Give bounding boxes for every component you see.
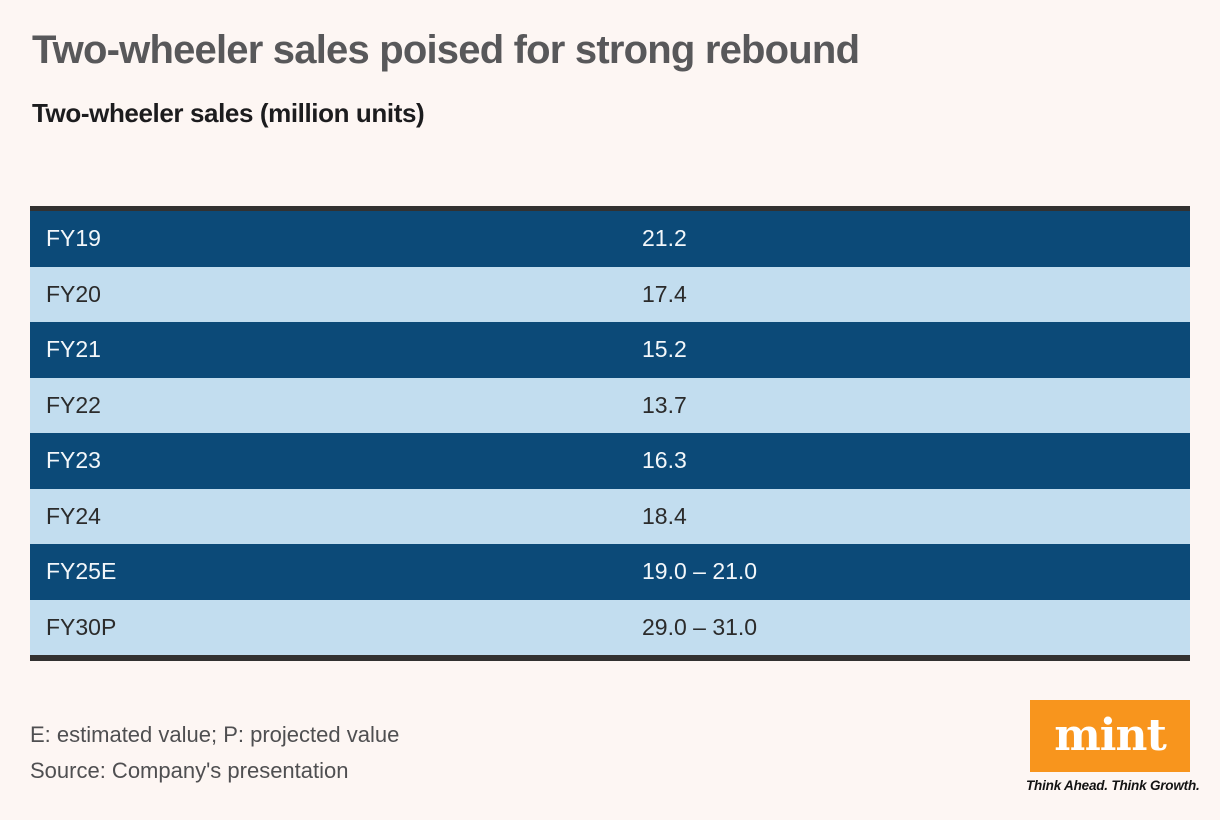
table-row: FY24 18.4 xyxy=(30,488,1190,544)
table-row: FY25E 19.0 – 21.0 xyxy=(30,544,1190,600)
row-value: 18.4 xyxy=(642,502,687,529)
chart-title: Two-wheeler sales poised for strong rebo… xyxy=(32,28,860,72)
table-rows: FY19 21.2 FY20 17.4 FY21 15.2 FY22 13.7 FY23 16.3… xyxy=(30,211,1190,655)
table-bottom-border xyxy=(30,655,1190,661)
row-category: FY19 xyxy=(46,225,101,252)
chart-subtitle: Two-wheeler sales (million units) xyxy=(32,98,425,128)
legend-footnote: E: estimated value; P: projected value xyxy=(30,722,400,747)
row-category: FY30P xyxy=(46,613,117,640)
table-top-border xyxy=(30,206,1190,211)
row-category: FY24 xyxy=(46,502,101,529)
row-value: 17.4 xyxy=(642,280,687,307)
table-row: FY22 13.7 xyxy=(30,377,1190,433)
row-category: FY20 xyxy=(46,280,101,307)
brand-tagline: Think Ahead. Think Growth. xyxy=(1026,778,1200,793)
source-footnote: Source: Company's presentation xyxy=(30,758,349,783)
table-row: FY19 21.2 xyxy=(30,211,1190,267)
table-row: FY30P 29.0 – 31.0 xyxy=(30,599,1190,655)
table-row: FY20 17.4 xyxy=(30,266,1190,322)
table-row: FY21 15.2 xyxy=(30,322,1190,378)
row-value: 15.2 xyxy=(642,336,687,363)
mint-logo: mint xyxy=(1030,700,1190,772)
mint-logo-text: mint xyxy=(1054,710,1167,761)
row-category: FY23 xyxy=(46,447,101,474)
row-value: 19.0 – 21.0 xyxy=(642,558,758,585)
row-value: 21.2 xyxy=(642,225,687,252)
row-category: FY21 xyxy=(46,336,101,363)
row-value: 29.0 – 31.0 xyxy=(642,613,758,640)
table-row: FY23 16.3 xyxy=(30,433,1190,489)
row-category: FY22 xyxy=(46,391,101,418)
sales-table: FY19 21.2 FY20 17.4 FY21 15.2 FY22 13.7 FY23 16.3… xyxy=(30,206,1190,661)
row-category: FY25E xyxy=(46,558,117,585)
row-value: 13.7 xyxy=(642,391,687,418)
row-value: 16.3 xyxy=(642,447,687,474)
